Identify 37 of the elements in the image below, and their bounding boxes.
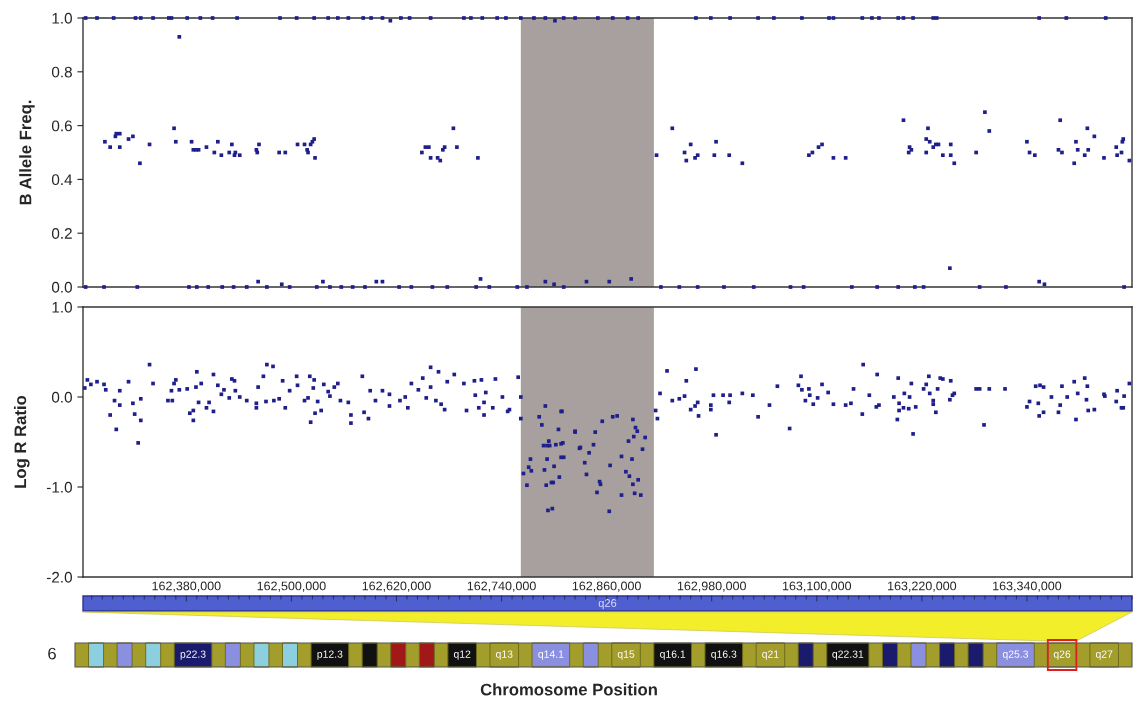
x-tick-label: 162,860,000 — [572, 581, 641, 592]
category-label: q15 — [617, 650, 635, 660]
category-label: p22.3 — [180, 650, 206, 660]
x-tick-label: 162,620,000 — [362, 581, 431, 592]
y-tick-label: 1.0 — [52, 301, 72, 313]
y-tick-label: 0.0 — [51, 281, 72, 293]
y-tick-label: 0.2 — [51, 228, 72, 239]
text: 6 — [48, 647, 56, 660]
category-label: q26 — [1053, 650, 1071, 660]
x-tick-label: 162,980,000 — [677, 581, 746, 592]
y-tick-label: 1.0 — [52, 12, 72, 24]
category-label: q13 — [496, 650, 513, 660]
y-axis-title: B Allele Freq. — [19, 100, 35, 205]
category-label: q25.3 — [1002, 650, 1029, 660]
y-tick-label: 0.8 — [51, 66, 72, 78]
x-tick-label: 162,740,000 — [467, 581, 536, 592]
y-axis-title: Log R Ratio — [13, 395, 30, 488]
y-tick-label: 0.6 — [51, 120, 72, 132]
category-label: p12.3 — [317, 650, 343, 660]
category-label: q27 — [1095, 650, 1113, 660]
category-label: q16.1 — [660, 650, 686, 660]
x-tick-label: 162,380,000 — [152, 581, 221, 592]
x-tick-label: 162,500,000 — [257, 581, 326, 592]
y-tick-label: 0.0 — [51, 391, 72, 403]
y-tick-label: -1.0 — [46, 481, 72, 493]
category-label: q26 — [598, 599, 617, 610]
text: Chromosome Position — [480, 683, 657, 696]
category-label: q12 — [453, 650, 471, 660]
y-tick-label: 0.4 — [51, 174, 73, 186]
x-tick-label: 163,220,000 — [888, 581, 957, 592]
y-tick-label: -2.0 — [46, 571, 72, 583]
category-label: q22.31 — [832, 650, 864, 660]
category-label: q21 — [762, 650, 779, 660]
x-tick-label: 163,100,000 — [782, 581, 852, 592]
category-label: q16.3 — [711, 650, 737, 660]
x-tick-label: 163,340,000 — [993, 581, 1062, 592]
category-label: q14.1 — [538, 650, 564, 660]
